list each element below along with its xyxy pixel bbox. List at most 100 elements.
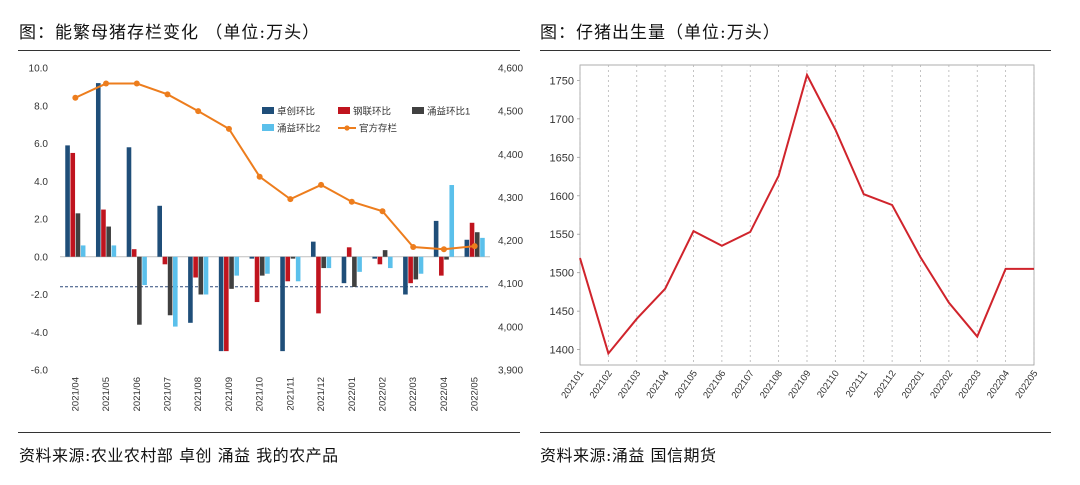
left-x-tick: 2021/12 [316, 377, 327, 411]
right-x-tick: 202109 [786, 368, 813, 400]
left-y-tick: -6.0 [31, 366, 49, 377]
bar-涌益环比2 [142, 256, 147, 286]
right-y-tick: 4,600 [498, 64, 523, 75]
left-x-tick: 2021/07 [163, 377, 174, 411]
bar-钢联环比 [254, 256, 260, 303]
right-x-tick: 202111 [844, 368, 870, 399]
bar-卓创环比 [65, 145, 70, 257]
legend-swatch [262, 107, 274, 114]
bar-钢联环比 [70, 152, 76, 257]
right-x-tick: 202105 [673, 368, 700, 400]
right-x-tick: 202104 [644, 368, 671, 400]
right-top-rule [540, 50, 1051, 51]
bar-涌益环比1 [290, 256, 296, 259]
right-bottom-rule [540, 432, 1051, 433]
line-仔猪出生量 [579, 72, 1034, 356]
right-x-tick: 202107 [730, 368, 757, 400]
right-y-tick: 4,200 [498, 236, 523, 247]
bar-涌益环比1 [321, 256, 326, 269]
right-x-tick: 202101 [559, 368, 586, 400]
bar-钢联环比 [285, 256, 291, 282]
left-x-tick: 2021/10 [255, 377, 266, 411]
bar-卓创环比 [372, 256, 377, 259]
left-x-tick: 2021/04 [70, 377, 81, 411]
left-x-tick: 2021/08 [193, 377, 204, 411]
right-x-tick: 202204 [985, 368, 1012, 400]
bar-卓创环比 [341, 256, 347, 284]
left-y-tick: 6.0 [34, 139, 48, 150]
left-x-tick: 2022/05 [470, 377, 481, 411]
bar-涌益环比2 [418, 256, 424, 274]
bar-钢联环比 [224, 256, 229, 352]
legend-label: 官方存栏 [359, 123, 398, 135]
bar-卓创环比 [280, 256, 285, 352]
line-point-官方存栏 [225, 125, 232, 132]
bar-钢联环比 [101, 209, 106, 257]
bar-涌益环比1 [474, 232, 480, 257]
bar-卓创环比 [188, 256, 193, 323]
left-y-tick: -2.0 [31, 290, 49, 301]
left-y-tick: -4.0 [31, 328, 49, 339]
bar-卓创环比 [95, 83, 101, 257]
bar-卓创环比 [249, 256, 255, 259]
left-y-tick: 4.0 [34, 177, 48, 188]
right-x-tick: 202203 [957, 368, 984, 400]
left-x-tick: 2022/02 [378, 377, 389, 411]
legend-swatch [338, 107, 350, 114]
right-x-tick: 202110 [815, 368, 842, 400]
bar-涌益环比2 [480, 237, 485, 257]
line-point-官方存栏 [410, 244, 417, 251]
left-y-tick: 8.0 [34, 101, 48, 112]
bar-涌益环比2 [326, 256, 332, 269]
line-point-官方存栏 [471, 243, 478, 250]
right-y-tick: 1600 [550, 191, 574, 203]
right-source-note: 资料来源:涌益 国信期货 [540, 446, 717, 465]
bar-卓创环比 [433, 220, 439, 257]
right-x-tick: 202112 [872, 368, 899, 400]
line-point-官方存栏 [287, 196, 294, 203]
bar-涌益环比1 [444, 256, 449, 260]
right-y-tick: 1750 [550, 75, 574, 87]
bar-涌益环比1 [352, 256, 357, 287]
bar-涌益环比1 [75, 213, 81, 257]
bar-钢联环比 [469, 222, 475, 257]
bar-涌益环比1 [137, 256, 142, 325]
legend-label: 钢联环比 [353, 106, 391, 118]
bar-涌益环比2 [449, 185, 455, 257]
bar-钢联环比 [439, 256, 444, 276]
line-point-官方存栏 [318, 181, 325, 188]
bar-钢联环比 [131, 249, 137, 257]
sow-inventory-chart: 10.0 8.0 6.0 4.0 2.0 0.0 -2.0 -4.0 -6.0 4,600 4,50… [29, 64, 524, 412]
line-point-官方存栏 [256, 173, 263, 180]
left-x-tick: 2021/11 [285, 377, 296, 411]
right-y-tick: 1700 [550, 114, 574, 126]
legend-label: 涌益环比2 [277, 123, 320, 135]
left-x-tick: 2021/06 [132, 377, 143, 411]
bar-涌益环比2 [357, 256, 362, 272]
bar-涌益环比1 [413, 256, 419, 280]
left-bottom-rule [18, 432, 520, 433]
right-y-tick: 4,100 [498, 279, 523, 290]
left-y-tick: 10.0 [29, 64, 49, 75]
bar-涌益环比2 [80, 245, 86, 257]
bar-涌益环比1 [229, 256, 234, 289]
bar-涌益环比1 [382, 250, 388, 257]
legend-swatch [262, 124, 274, 131]
left-x-tick: 2021/05 [101, 377, 112, 411]
right-y-tick: 1550 [550, 229, 574, 241]
bar-涌益环比1 [259, 256, 265, 276]
bar-卓创环比 [157, 205, 162, 257]
bar-钢联环比 [377, 256, 383, 265]
right-y-tick: 4,000 [498, 322, 523, 333]
right-y-tick: 1500 [550, 268, 574, 280]
bar-涌益环比1 [106, 226, 111, 257]
bar-钢联环比 [316, 256, 321, 314]
left-source-note: 资料来源:农业农村部 卓创 涌益 我的农产品 [19, 446, 339, 465]
bar-涌益环比2 [295, 256, 301, 282]
right-chart-title: 图：仔猪出生量（单位:万头） [540, 23, 781, 43]
line-point-官方存栏 [72, 94, 79, 101]
right-y-tick: 3,900 [498, 366, 523, 377]
left-x-tick: 2022/04 [439, 377, 450, 411]
left-top-rule [18, 50, 520, 51]
bar-涌益环比1 [167, 256, 173, 316]
